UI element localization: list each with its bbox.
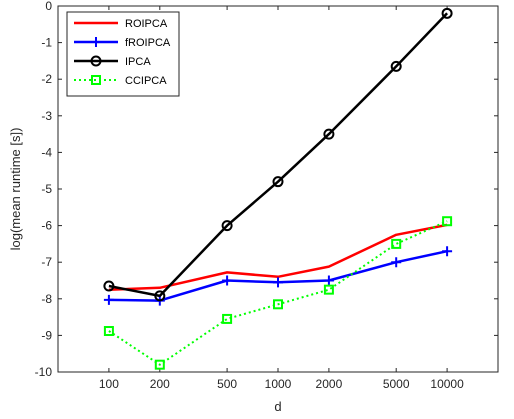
data-point-ipca bbox=[441, 7, 453, 19]
series-line-roipca bbox=[108, 223, 448, 291]
data-point-froipca bbox=[442, 246, 453, 257]
data-point-ccipca bbox=[273, 299, 283, 310]
legend-item-froipca: fROIPCA bbox=[74, 37, 171, 49]
legend-label: IPCA bbox=[125, 56, 151, 68]
y-tick-label: -9 bbox=[41, 328, 52, 342]
legend-item-ipca: IPCA bbox=[74, 55, 151, 68]
x-axis: 100 200 500 1000 2000 5000 10000 bbox=[99, 6, 464, 391]
x-tick-label: 200 bbox=[150, 377, 170, 391]
series-ipca bbox=[103, 7, 453, 302]
y-tick-label: -10 bbox=[35, 365, 53, 379]
data-point-froipca bbox=[273, 277, 283, 288]
y-tick-label: -7 bbox=[41, 255, 52, 269]
y-axis-label: log(mean runtime [s]) bbox=[8, 128, 23, 251]
data-point-ccipca bbox=[442, 216, 453, 227]
x-tick-label: 500 bbox=[217, 377, 237, 391]
data-point-ipca bbox=[272, 176, 284, 188]
series-line-ipca bbox=[108, 12, 449, 298]
data-point-ccipca bbox=[222, 313, 233, 324]
legend-marker bbox=[90, 55, 102, 67]
data-point-ipca bbox=[221, 220, 233, 232]
data-point-froipca bbox=[323, 275, 334, 286]
y-tick-label: -8 bbox=[41, 292, 52, 306]
y-tick-label: 0 bbox=[45, 0, 52, 13]
series-roipca bbox=[108, 223, 448, 291]
data-point-froipca bbox=[103, 294, 114, 305]
data-point-ipca bbox=[390, 60, 402, 72]
x-tick-label: 100 bbox=[99, 377, 119, 391]
y-tick-label: -6 bbox=[41, 219, 52, 233]
legend-marker bbox=[91, 75, 101, 85]
legend-item-roipca: ROIPCA bbox=[74, 18, 168, 30]
legend-item-ccipca: CCIPCA bbox=[74, 75, 167, 87]
series-ccipca bbox=[103, 216, 453, 370]
x-tick-label: 1000 bbox=[265, 377, 292, 391]
data-point-ccipca bbox=[391, 238, 402, 249]
series-layer bbox=[103, 7, 453, 370]
legend-label: fROIPCA bbox=[125, 37, 171, 49]
legend-label: ROIPCA bbox=[125, 18, 168, 30]
x-axis-label: d bbox=[274, 399, 281, 414]
legend-marker bbox=[91, 37, 101, 47]
series-line-ccipca bbox=[108, 220, 448, 366]
legend: ROIPCA fROIPCA IPCA CCIPCA bbox=[66, 11, 180, 97]
data-point-ccipca bbox=[323, 284, 334, 295]
legend-box bbox=[66, 11, 180, 97]
data-point-ipca bbox=[154, 290, 166, 302]
data-point-ccipca bbox=[154, 359, 165, 370]
y-tick-label: -2 bbox=[41, 72, 52, 86]
x-tick-label: 10000 bbox=[430, 377, 464, 391]
y-tick-label: -3 bbox=[41, 109, 52, 123]
x-tick-label: 5000 bbox=[383, 377, 410, 391]
x-tick-label: 2000 bbox=[316, 377, 343, 391]
legend-label: CCIPCA bbox=[125, 75, 167, 87]
y-tick-label: -5 bbox=[41, 182, 52, 196]
y-tick-label: -4 bbox=[41, 145, 52, 159]
data-point-ipca bbox=[323, 128, 335, 140]
data-point-froipca bbox=[391, 257, 402, 268]
data-point-ccipca bbox=[103, 326, 114, 337]
y-axis: -10-9-8-7-6-5-4-3-2-10 bbox=[35, 0, 498, 379]
y-tick-label: -1 bbox=[41, 36, 52, 50]
data-point-froipca bbox=[222, 275, 233, 286]
data-point-ipca bbox=[103, 280, 115, 292]
